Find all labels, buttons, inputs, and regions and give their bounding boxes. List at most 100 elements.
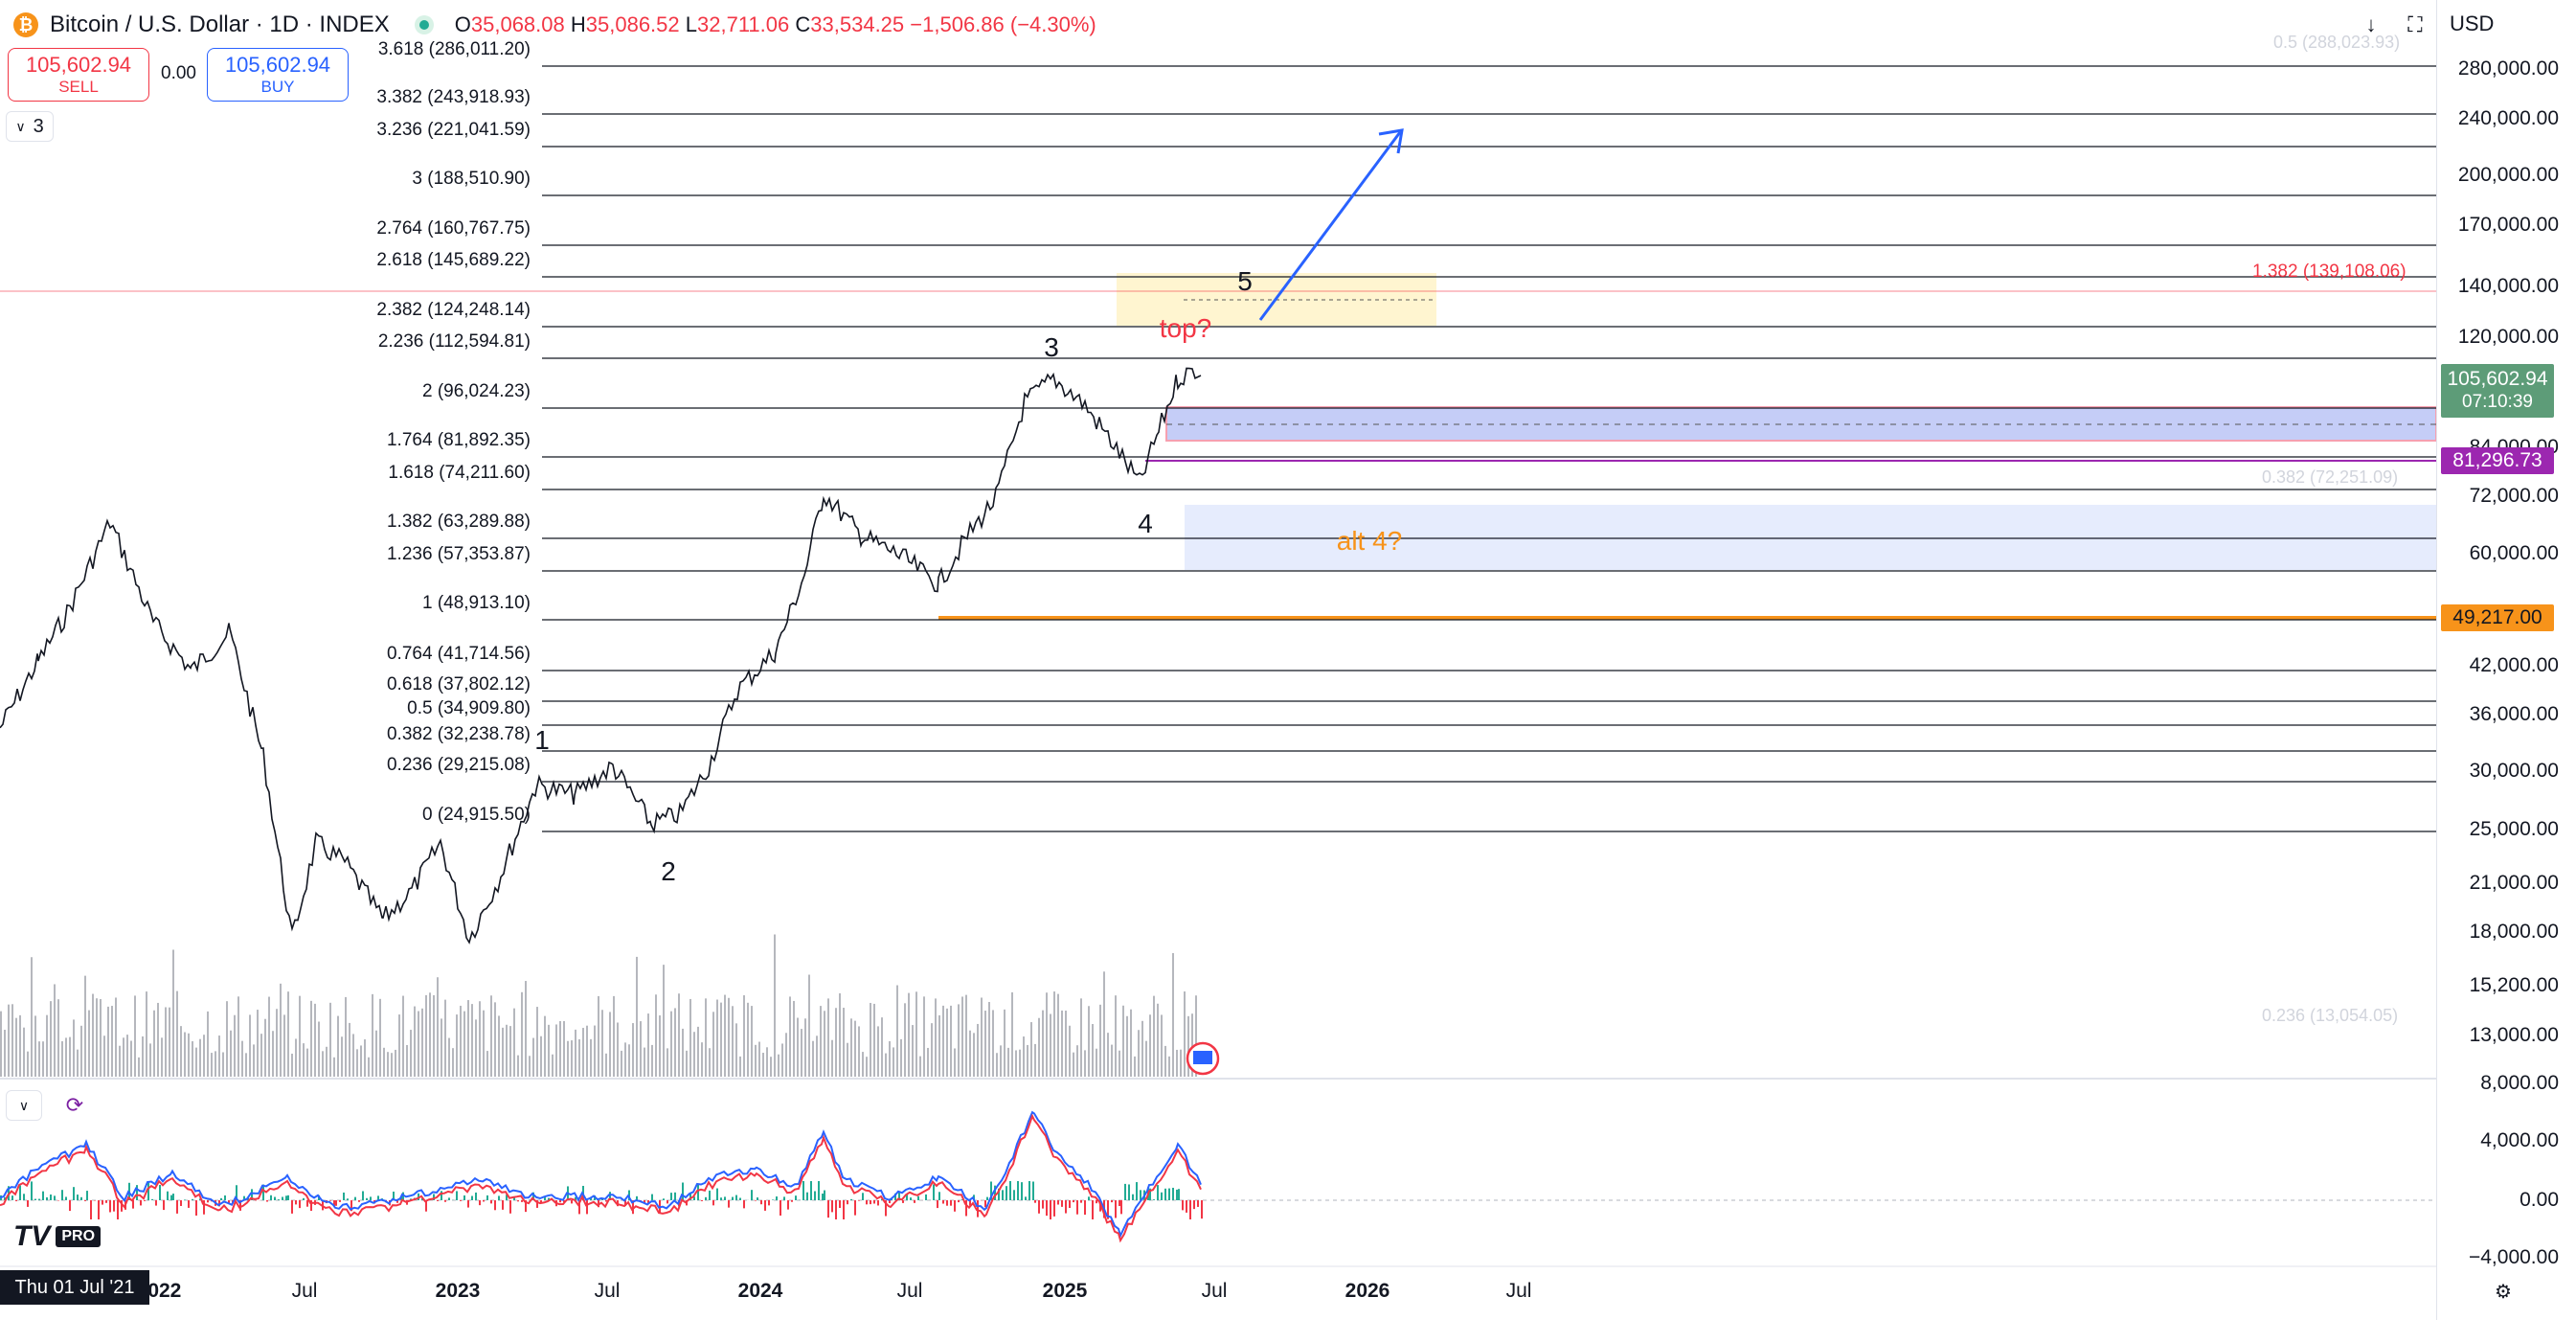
osc-hist-bar (228, 1200, 230, 1204)
osc-hist-bar (262, 1184, 264, 1200)
volume-bar (15, 1017, 17, 1077)
symbol-title[interactable]: Bitcoin / U.S. Dollar · 1D · INDEX (50, 11, 390, 37)
red-fib-label: 1.382 (139,108.06) (2252, 262, 2407, 282)
osc-hist-bar (806, 1192, 808, 1200)
volume-bar (1195, 995, 1197, 1077)
osc-hist-bar (370, 1196, 372, 1200)
osc-hist-bar (147, 1181, 149, 1200)
volume-bar (766, 1047, 768, 1077)
volume-bar (425, 994, 427, 1077)
fib-level-label: 0.618 (37,802.12) (386, 674, 531, 694)
volume-bar (532, 1037, 534, 1077)
volume-bar (720, 1002, 722, 1077)
osc-hist-bar (712, 1200, 714, 1206)
volume-bar (215, 1051, 216, 1077)
volume-bar (525, 981, 527, 1077)
fib-level-label: 2.236 (112,594.81) (377, 331, 531, 352)
price-tick-label: 36,000.00 (2469, 703, 2559, 725)
volume-bar (184, 1032, 186, 1077)
osc-hist-bar (224, 1195, 226, 1200)
osc-macd-line (0, 1110, 1202, 1239)
volume-bar (839, 992, 841, 1077)
volume-bar (843, 1008, 845, 1077)
osc-hist-bar (628, 1190, 630, 1200)
osc-hist-bar (90, 1200, 92, 1219)
osc-hist-bar (938, 1192, 940, 1200)
osc-hist-bar (847, 1200, 848, 1205)
osc-hist-bar (854, 1200, 856, 1216)
osc-hist-bar (23, 1194, 25, 1200)
volume-bar (938, 1014, 940, 1077)
market-status-icon[interactable] (414, 15, 434, 34)
osc-hist-bar (270, 1195, 272, 1200)
osc-hist-bar (1017, 1181, 1019, 1200)
osc-hist-bar (1172, 1187, 1174, 1200)
currency-select[interactable]: USD (2450, 11, 2495, 35)
osc-hist-bar (192, 1198, 193, 1200)
price-chart[interactable] (0, 0, 2436, 1320)
volume-bar (540, 1036, 542, 1077)
osc-hist-bar (84, 1200, 86, 1201)
volume-bar (659, 1015, 661, 1077)
fullscreen-icon[interactable]: ⛶ (2407, 12, 2423, 36)
volume-bar (1187, 1015, 1189, 1077)
volume-bar (598, 995, 599, 1077)
osc-hist-bar (113, 1200, 115, 1212)
osc-hist-bar (563, 1200, 565, 1203)
volume-bar (954, 1048, 956, 1077)
spread-value: 0.00 (161, 63, 196, 83)
osc-hist-bar (881, 1198, 883, 1200)
volume-bar (303, 1043, 305, 1077)
osc-hist-bar (299, 1200, 301, 1209)
fib-level-label: 3.382 (243,918.93) (376, 87, 531, 107)
download-icon[interactable]: ↓ (2365, 12, 2377, 36)
price-tick-label: 170,000.00 (2457, 214, 2559, 236)
fib-level-label: 2.382 (124,248.14) (376, 300, 531, 320)
osc-hist-bar (732, 1196, 734, 1200)
volume-bar (1191, 1013, 1193, 1077)
osc-hist-bar (180, 1200, 182, 1206)
volume-bar (624, 1042, 626, 1077)
buy-button[interactable]: 105,602.94 BUY (207, 48, 349, 102)
osc-hist-bar (906, 1194, 908, 1200)
osc-hist-bar (586, 1200, 588, 1215)
price-tick-label: 42,000.00 (2469, 654, 2559, 676)
fib-level-label: 2.618 (145,689.22) (376, 250, 531, 270)
osc-hist-bar (444, 1200, 446, 1202)
volume-bar (452, 1048, 454, 1077)
volume-bar (226, 1001, 228, 1077)
refresh-icon[interactable]: ⟳ (65, 1093, 84, 1117)
osc-hist-bar (776, 1196, 778, 1200)
volume-bar (42, 1041, 44, 1077)
osc-hist-bar (632, 1200, 634, 1215)
osc-hist-bar (969, 1200, 971, 1206)
osc-hist-bar (163, 1200, 165, 1211)
osc-signal-line (0, 1113, 1202, 1243)
volume-bar (847, 1042, 848, 1077)
wave-5-label: 5 (1237, 266, 1253, 296)
volume-bar (831, 1039, 833, 1077)
volume-bar (548, 1024, 550, 1077)
osc-collapse-toggle[interactable]: ∨ (6, 1090, 42, 1121)
volume-bar (609, 1012, 611, 1077)
indicators-toggle[interactable]: ∨ 3 (6, 111, 54, 142)
chart-header: ₿ Bitcoin / U.S. Dollar · 1D · INDEX O35… (0, 0, 1096, 50)
osc-hist-bar (575, 1196, 576, 1200)
price-scale[interactable] (2436, 0, 2576, 1320)
volume-bar (575, 1029, 576, 1077)
osc-hist-bar (509, 1200, 511, 1214)
osc-hist-bar (925, 1194, 927, 1200)
osc-hist-bar (548, 1197, 550, 1200)
osc-hist-bar (536, 1200, 538, 1208)
volume-bar (123, 1037, 124, 1077)
settings-gear-icon[interactable]: ⚙ (2495, 1281, 2512, 1303)
volume-bar (38, 1041, 40, 1077)
volume-bar (276, 1009, 278, 1077)
osc-hist-bar (73, 1187, 75, 1200)
sell-button[interactable]: 105,602.94 SELL (8, 48, 149, 102)
volume-bar (54, 984, 56, 1077)
volume-bar (973, 1033, 975, 1077)
osc-hist-bar (310, 1200, 312, 1212)
volume-bar (467, 1000, 469, 1077)
osc-hist-bar (188, 1200, 190, 1208)
